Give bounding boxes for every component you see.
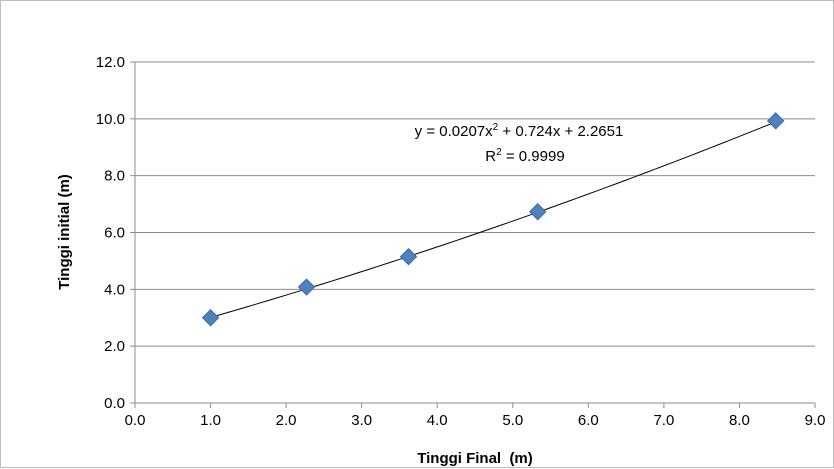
x-tick-label: 6.0	[578, 412, 599, 429]
x-tick-label: 1.0	[200, 412, 221, 429]
x-tick-label: 3.0	[351, 412, 372, 429]
y-axis-title: Tinggi initial (m)	[56, 174, 73, 290]
gridlines	[135, 61, 815, 347]
trendline-equation-exponent: 2	[493, 122, 499, 133]
data-point-diamond	[399, 247, 418, 266]
data-points	[201, 112, 785, 327]
trendline-equation: y = 0.0207x2 + 0.724x + 2.2651	[415, 122, 624, 140]
y-tick-label: 4.0	[104, 281, 125, 298]
r-squared-exponent: 2	[496, 147, 502, 158]
y-tick-label: 6.0	[104, 225, 125, 242]
x-tick-label: 2.0	[276, 412, 297, 429]
x-tick-label: 4.0	[427, 412, 448, 429]
y-tick-label: 2.0	[104, 338, 125, 355]
tick-labels: 0.0 2.0 4.0 6.0 8.0 10.0 12.0 0.0 1.0 2.0 3.0 4.0 5.…	[96, 54, 826, 429]
x-tick-label: 5.0	[502, 412, 523, 429]
y-tick-label: 0.0	[104, 395, 125, 412]
x-tick-label: 0.0	[125, 412, 146, 429]
y-tick-label: 8.0	[104, 168, 125, 185]
data-point-diamond	[201, 309, 220, 327]
r-squared-prefix: R	[485, 148, 496, 165]
r-squared-label: R2 = 0.9999	[485, 147, 564, 165]
data-point-diamond	[529, 203, 547, 221]
x-tick-label: 7.0	[653, 412, 674, 429]
x-axis-title: Tinggi Final (m)	[417, 450, 533, 467]
x-tick-label: 9.0	[805, 412, 826, 429]
data-point-diamond	[767, 112, 785, 130]
trendline-equation-main: y = 0.0207x	[415, 123, 493, 140]
x-tick-label: 8.0	[729, 412, 750, 429]
y-tick-label: 12.0	[96, 54, 125, 71]
data-point-diamond	[297, 278, 316, 296]
trendline-equation-rest: + 0.724x + 2.2651	[498, 123, 623, 140]
y-tick-label: 10.0	[96, 111, 125, 128]
axes	[130, 61, 816, 408]
r-squared-value: = 0.9999	[502, 148, 565, 165]
